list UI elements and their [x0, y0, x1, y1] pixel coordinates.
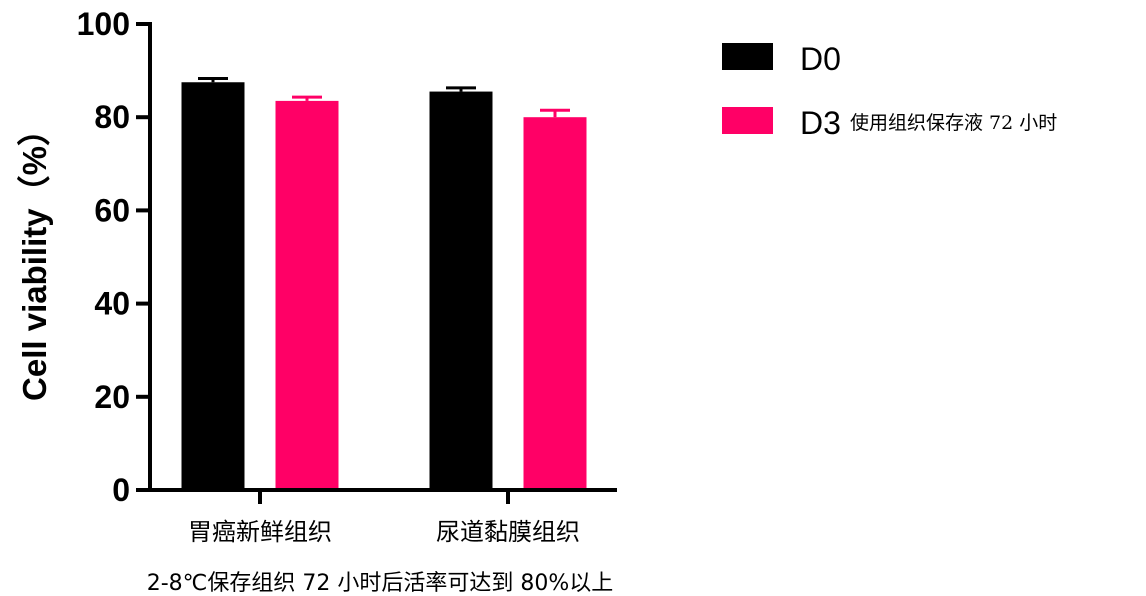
legend-note: 使用组织保存液 72 小时 — [850, 112, 1057, 134]
bar — [523, 117, 587, 490]
chart-caption: 2-8℃保存组织 72 小时后活率可达到 80%以上 — [147, 571, 614, 596]
legend-label: D0 — [800, 41, 841, 77]
legend-swatch — [722, 43, 773, 70]
plot-area — [181, 77, 587, 490]
y-tick-label: 0 — [112, 472, 130, 508]
legend: D0 D3 使用组织保存液 72 小时 — [722, 41, 1057, 141]
bar — [275, 100, 339, 490]
y-tick-label: 40 — [94, 286, 130, 322]
bar — [181, 82, 245, 490]
axes: 0 20 40 60 80 100 胃癌新鲜组织 尿道黏膜组织 — [77, 6, 617, 546]
y-tick-label: 100 — [77, 6, 130, 42]
x-tick-label: 胃癌新鲜组织 — [188, 518, 332, 546]
y-tick-label: 60 — [94, 192, 130, 228]
bar — [429, 91, 493, 490]
y-tick-label: 80 — [94, 99, 130, 135]
legend-label: D3 — [800, 105, 841, 141]
x-tick-label: 尿道黏膜组织 — [436, 518, 580, 546]
legend-swatch — [722, 107, 773, 134]
y-tick-label: 20 — [94, 379, 130, 415]
y-axis-label: Cell viability（%） — [16, 113, 53, 401]
